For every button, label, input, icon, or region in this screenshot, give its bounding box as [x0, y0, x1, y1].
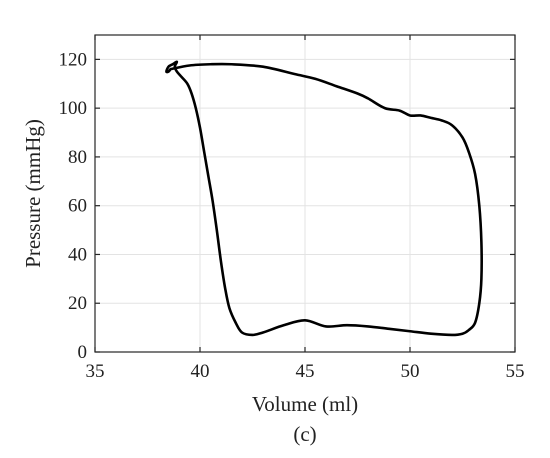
panel-label: (c) [293, 422, 316, 446]
y-tick-label: 100 [59, 98, 88, 119]
x-tick-label: 45 [296, 361, 315, 382]
pressure-volume-loop-line [165, 60, 483, 337]
ticks: 35 40 45 50 55 0 20 40 60 80 100 120 [59, 35, 525, 382]
x-tick-label: 55 [506, 361, 525, 382]
y-tick-label: 120 [59, 49, 88, 70]
x-axis-title: Volume (ml) [252, 392, 358, 416]
y-tick-label: 60 [68, 196, 87, 217]
x-tick-label: 50 [401, 361, 420, 382]
y-tick-label: 40 [68, 244, 87, 265]
grid [95, 35, 515, 352]
y-tick-label: 20 [68, 293, 87, 314]
x-tick-label: 35 [86, 361, 105, 382]
y-tick-label: 80 [68, 147, 87, 168]
y-tick-label: 0 [78, 342, 88, 363]
y-axis-title: Pressure (mmHg) [21, 119, 45, 268]
x-tick-label: 40 [191, 361, 210, 382]
